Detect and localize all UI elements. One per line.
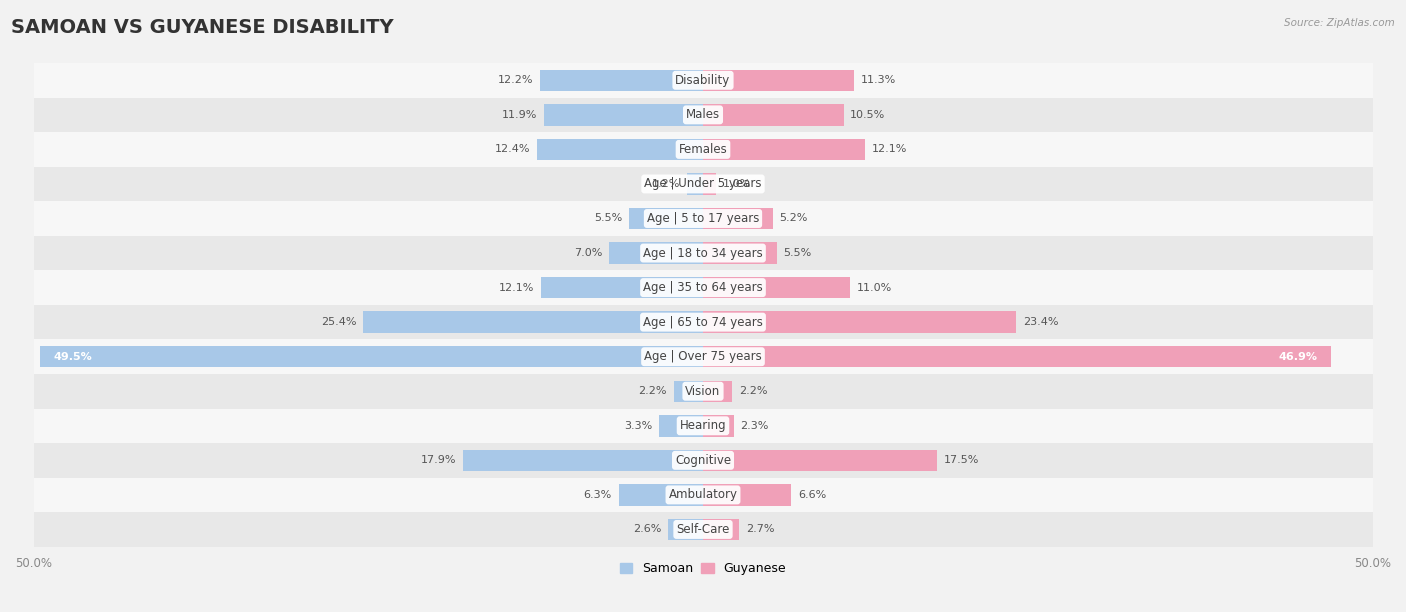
Text: Age | 18 to 34 years: Age | 18 to 34 years: [643, 247, 763, 259]
Bar: [703, 450, 938, 471]
Bar: [544, 104, 703, 125]
Text: Age | Under 5 years: Age | Under 5 years: [644, 177, 762, 190]
Bar: [34, 374, 1372, 409]
Text: 2.2%: 2.2%: [638, 386, 666, 396]
Text: 25.4%: 25.4%: [321, 317, 356, 327]
Text: 12.1%: 12.1%: [499, 283, 534, 293]
Text: Ambulatory: Ambulatory: [668, 488, 738, 501]
Bar: [703, 519, 740, 540]
Text: 11.3%: 11.3%: [860, 75, 896, 85]
Text: 10.5%: 10.5%: [851, 110, 886, 120]
Bar: [363, 312, 703, 333]
Bar: [464, 450, 703, 471]
Bar: [34, 512, 1372, 547]
Text: 5.2%: 5.2%: [779, 214, 807, 223]
Bar: [34, 477, 1372, 512]
Text: Self-Care: Self-Care: [676, 523, 730, 536]
Bar: [34, 340, 1372, 374]
Bar: [34, 201, 1372, 236]
Text: Age | Over 75 years: Age | Over 75 years: [644, 350, 762, 363]
Bar: [703, 208, 773, 230]
Bar: [703, 139, 865, 160]
Bar: [41, 346, 703, 367]
Bar: [619, 484, 703, 506]
Text: 17.5%: 17.5%: [943, 455, 980, 465]
Bar: [688, 173, 703, 195]
Text: 3.3%: 3.3%: [624, 421, 652, 431]
Bar: [703, 104, 844, 125]
Text: 2.2%: 2.2%: [740, 386, 768, 396]
Text: SAMOAN VS GUYANESE DISABILITY: SAMOAN VS GUYANESE DISABILITY: [11, 18, 394, 37]
Text: Cognitive: Cognitive: [675, 454, 731, 467]
Bar: [703, 381, 733, 402]
Text: Age | 35 to 64 years: Age | 35 to 64 years: [643, 281, 763, 294]
Text: Age | 65 to 74 years: Age | 65 to 74 years: [643, 316, 763, 329]
Text: 5.5%: 5.5%: [595, 214, 623, 223]
Bar: [34, 236, 1372, 271]
Bar: [34, 132, 1372, 166]
Bar: [703, 415, 734, 436]
Text: 49.5%: 49.5%: [53, 352, 93, 362]
Text: 12.2%: 12.2%: [498, 75, 533, 85]
Bar: [34, 166, 1372, 201]
Bar: [630, 208, 703, 230]
Bar: [34, 271, 1372, 305]
Bar: [703, 277, 851, 298]
Text: 17.9%: 17.9%: [422, 455, 457, 465]
Bar: [34, 305, 1372, 340]
Text: 12.1%: 12.1%: [872, 144, 907, 154]
Text: 1.2%: 1.2%: [652, 179, 681, 189]
Text: 11.9%: 11.9%: [502, 110, 537, 120]
Text: 6.6%: 6.6%: [799, 490, 827, 500]
Bar: [673, 381, 703, 402]
Text: Age | 5 to 17 years: Age | 5 to 17 years: [647, 212, 759, 225]
Bar: [703, 242, 776, 264]
Text: 6.3%: 6.3%: [583, 490, 612, 500]
Text: Vision: Vision: [685, 385, 721, 398]
Text: Disability: Disability: [675, 74, 731, 87]
Text: Females: Females: [679, 143, 727, 156]
Bar: [659, 415, 703, 436]
Bar: [703, 312, 1017, 333]
Bar: [34, 97, 1372, 132]
Legend: Samoan, Guyanese: Samoan, Guyanese: [614, 558, 792, 580]
Bar: [541, 277, 703, 298]
Bar: [34, 443, 1372, 477]
Text: 46.9%: 46.9%: [1278, 352, 1317, 362]
Bar: [609, 242, 703, 264]
Bar: [703, 346, 1331, 367]
Text: 11.0%: 11.0%: [858, 283, 893, 293]
Text: Hearing: Hearing: [679, 419, 727, 432]
Bar: [537, 139, 703, 160]
Text: 2.6%: 2.6%: [633, 524, 661, 534]
Bar: [668, 519, 703, 540]
Text: 12.4%: 12.4%: [495, 144, 530, 154]
Text: 5.5%: 5.5%: [783, 248, 811, 258]
Text: Source: ZipAtlas.com: Source: ZipAtlas.com: [1284, 18, 1395, 28]
Bar: [703, 484, 792, 506]
Bar: [34, 409, 1372, 443]
Bar: [540, 70, 703, 91]
Bar: [34, 63, 1372, 97]
Text: 2.7%: 2.7%: [745, 524, 775, 534]
Bar: [703, 70, 855, 91]
Text: 7.0%: 7.0%: [574, 248, 603, 258]
Bar: [703, 173, 717, 195]
Text: 1.0%: 1.0%: [723, 179, 751, 189]
Text: Males: Males: [686, 108, 720, 121]
Text: 2.3%: 2.3%: [741, 421, 769, 431]
Text: 23.4%: 23.4%: [1024, 317, 1059, 327]
